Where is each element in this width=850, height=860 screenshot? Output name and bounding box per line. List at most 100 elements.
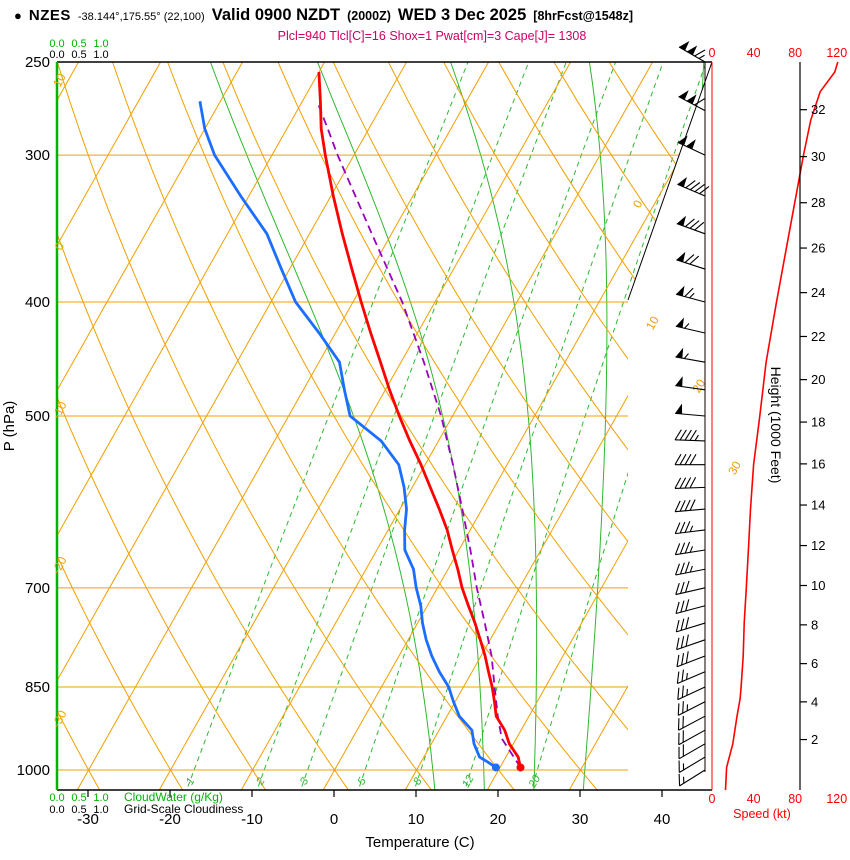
- cloudwater-scales: 0.00.00.50.51.01.00.00.00.50.51.01.0Clou…: [49, 38, 243, 816]
- svg-text:-30: -30: [77, 811, 99, 828]
- dry-adiabat: [112, 62, 519, 790]
- moist-adiabat: [582, 62, 608, 790]
- svg-text:6: 6: [811, 656, 818, 671]
- svg-text:120: 120: [826, 46, 847, 60]
- wind-speed-panel: 0 0 40 40 80 80 120 120 Speed (kt): [709, 46, 848, 821]
- svg-text:0: 0: [630, 197, 646, 210]
- svg-text:30: 30: [811, 149, 825, 164]
- svg-text:10: 10: [811, 578, 825, 593]
- svg-text:20: 20: [490, 811, 507, 828]
- moist-adiabat: [450, 62, 538, 790]
- svg-text:16: 16: [811, 456, 825, 471]
- dry-adiabat: [498, 62, 712, 790]
- mixing-ratio-line: [412, 62, 664, 790]
- svg-text:40: 40: [654, 811, 671, 828]
- svg-text:28: 28: [811, 195, 825, 210]
- svg-text:0.5: 0.5: [71, 38, 86, 50]
- isotherm: [404, 62, 712, 790]
- svg-text:0.0: 0.0: [49, 804, 64, 816]
- dry-adiabat: [57, 62, 103, 790]
- station-dot-icon: ●: [14, 8, 22, 23]
- svg-text:0.5: 0.5: [71, 49, 86, 61]
- isotherm: [240, 62, 654, 790]
- svg-text:12: 12: [811, 538, 825, 553]
- svg-text:300: 300: [25, 147, 50, 164]
- svg-text:0: 0: [709, 792, 716, 806]
- svg-text:2: 2: [811, 732, 818, 747]
- isotherm: [57, 62, 408, 790]
- svg-text:Height (1000 Feet): Height (1000 Feet): [768, 367, 784, 484]
- moist-adiabat: [317, 62, 485, 790]
- pressure-axis: 250 300 400 500 700 850 1000 P (hPa): [1, 54, 50, 779]
- svg-text:40: 40: [747, 792, 761, 806]
- isotherm: [76, 62, 490, 790]
- svg-text:30: 30: [725, 458, 744, 477]
- svg-text:20: 20: [811, 372, 825, 387]
- svg-text:400: 400: [25, 294, 50, 311]
- surface-dewpoint-dot: [491, 763, 500, 772]
- mixing-ratio-line: [254, 62, 530, 790]
- svg-text:Speed (kt): Speed (kt): [733, 807, 791, 821]
- svg-text:850: 850: [25, 679, 50, 696]
- station-coordinates: -38.144°,175.55° (22,100): [77, 11, 205, 23]
- svg-text:14: 14: [811, 498, 825, 513]
- svg-text:0.0: 0.0: [49, 49, 64, 61]
- svg-text:40: 40: [747, 46, 761, 60]
- isotherm: [158, 62, 572, 790]
- svg-text:CloudWater (g/Kg): CloudWater (g/Kg): [124, 790, 223, 804]
- svg-text:24: 24: [811, 285, 825, 300]
- sounding-profiles: [198, 72, 525, 772]
- isotherm: [57, 62, 162, 790]
- valid-date: WED 3 Dec 2025: [397, 6, 527, 24]
- chart-title: ● NZES -38.144°,175.55° (22,100) Valid 0…: [14, 6, 633, 25]
- mixing-ratio-line: [298, 62, 567, 790]
- forecast-tag: [8hrFcst@1548z]: [533, 9, 634, 23]
- svg-text:1.0: 1.0: [93, 38, 108, 50]
- dry-adiabat: [167, 62, 602, 790]
- svg-text:2: 2: [254, 776, 268, 788]
- model-name: NZES: [28, 7, 71, 24]
- svg-text:8: 8: [811, 617, 818, 632]
- svg-text:32: 32: [811, 102, 825, 117]
- svg-text:250: 250: [25, 54, 50, 71]
- isotherm: [57, 62, 326, 790]
- dry-adiabat: [57, 62, 187, 790]
- svg-text:-10: -10: [49, 399, 69, 421]
- svg-text:80: 80: [788, 792, 802, 806]
- svg-text:10: 10: [408, 811, 425, 828]
- dry-adiabat: [57, 62, 436, 790]
- svg-text:-20: -20: [49, 554, 69, 576]
- isotherm: [57, 62, 244, 790]
- svg-text:22: 22: [811, 329, 825, 344]
- wind-speed-curve: [724, 61, 839, 791]
- valid-zulu-time: (2000Z): [347, 9, 391, 23]
- background-grid: [57, 62, 712, 790]
- mixing-ratio-line: [529, 62, 712, 790]
- svg-text:0: 0: [709, 46, 716, 60]
- svg-text:10: 10: [643, 313, 662, 332]
- surface-temp-dot: [516, 763, 525, 772]
- svg-text:20: 20: [690, 376, 709, 395]
- moist-adiabat: [631, 62, 705, 790]
- svg-text:26: 26: [811, 241, 825, 256]
- svg-text:Grid-Scale Cloudiness: Grid-Scale Cloudiness: [124, 802, 243, 816]
- temperature-axis: -30 -20 -10 0 10 20 30 40 Temperature (C): [77, 790, 670, 851]
- svg-text:-10: -10: [241, 811, 263, 828]
- valid-time: Valid 0900 NZDT: [211, 6, 341, 24]
- svg-text:10: 10: [50, 71, 69, 90]
- svg-text:120: 120: [826, 792, 847, 806]
- svg-text:18: 18: [811, 415, 825, 430]
- stability-indices: Plcl=940 Tlcl[C]=16 Shox=1 Pwat[cm]=3 Ca…: [277, 29, 587, 43]
- dry-adiabat: [57, 62, 353, 790]
- dewpoint-curve: [198, 101, 497, 769]
- svg-text:20: 20: [526, 772, 543, 790]
- mixing-ratio-line: [184, 62, 469, 790]
- svg-text:0.5: 0.5: [71, 792, 86, 804]
- moist-adiabat: [209, 62, 436, 790]
- svg-text:-30: -30: [49, 708, 69, 730]
- isotherm: [322, 62, 712, 790]
- isotherm: [486, 62, 712, 790]
